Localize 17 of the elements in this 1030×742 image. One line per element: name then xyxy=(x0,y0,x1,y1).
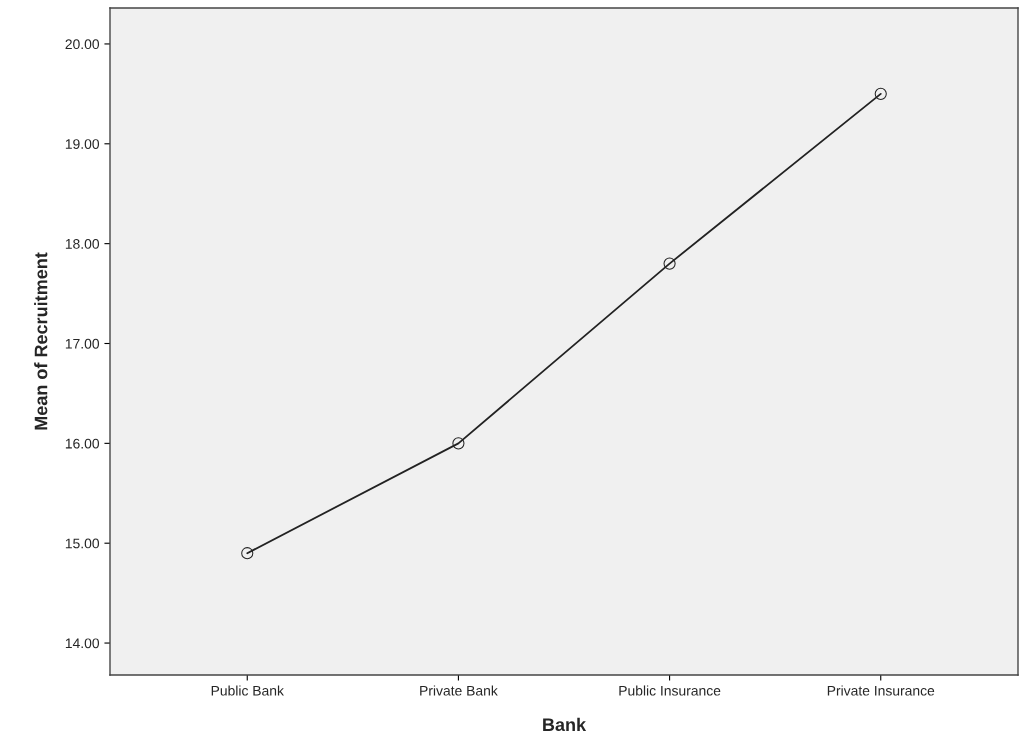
y-tick-label: 20.00 xyxy=(65,39,100,50)
x-axis-title: Bank xyxy=(543,717,587,732)
y-tick-label: 18.00 xyxy=(65,238,100,249)
point xyxy=(663,257,676,270)
point xyxy=(241,547,254,560)
x-tick-label: Public Bank xyxy=(211,685,284,696)
y-tick-label: 16.00 xyxy=(65,438,100,449)
y-tick-label: 14.00 xyxy=(65,638,100,649)
x-tick-label: Private Bank xyxy=(420,685,498,696)
point xyxy=(452,437,465,450)
x-tick-label: Private Insurance xyxy=(827,685,935,696)
y-tick-label: 17.00 xyxy=(65,338,100,349)
y-axis-title: Mean of Recruitment xyxy=(34,252,48,430)
y-tick-label: 19.00 xyxy=(65,139,100,149)
y-tick-label: 15.00 xyxy=(65,538,100,549)
point xyxy=(874,87,887,100)
x-tick-label: Public Insurance xyxy=(619,685,721,696)
